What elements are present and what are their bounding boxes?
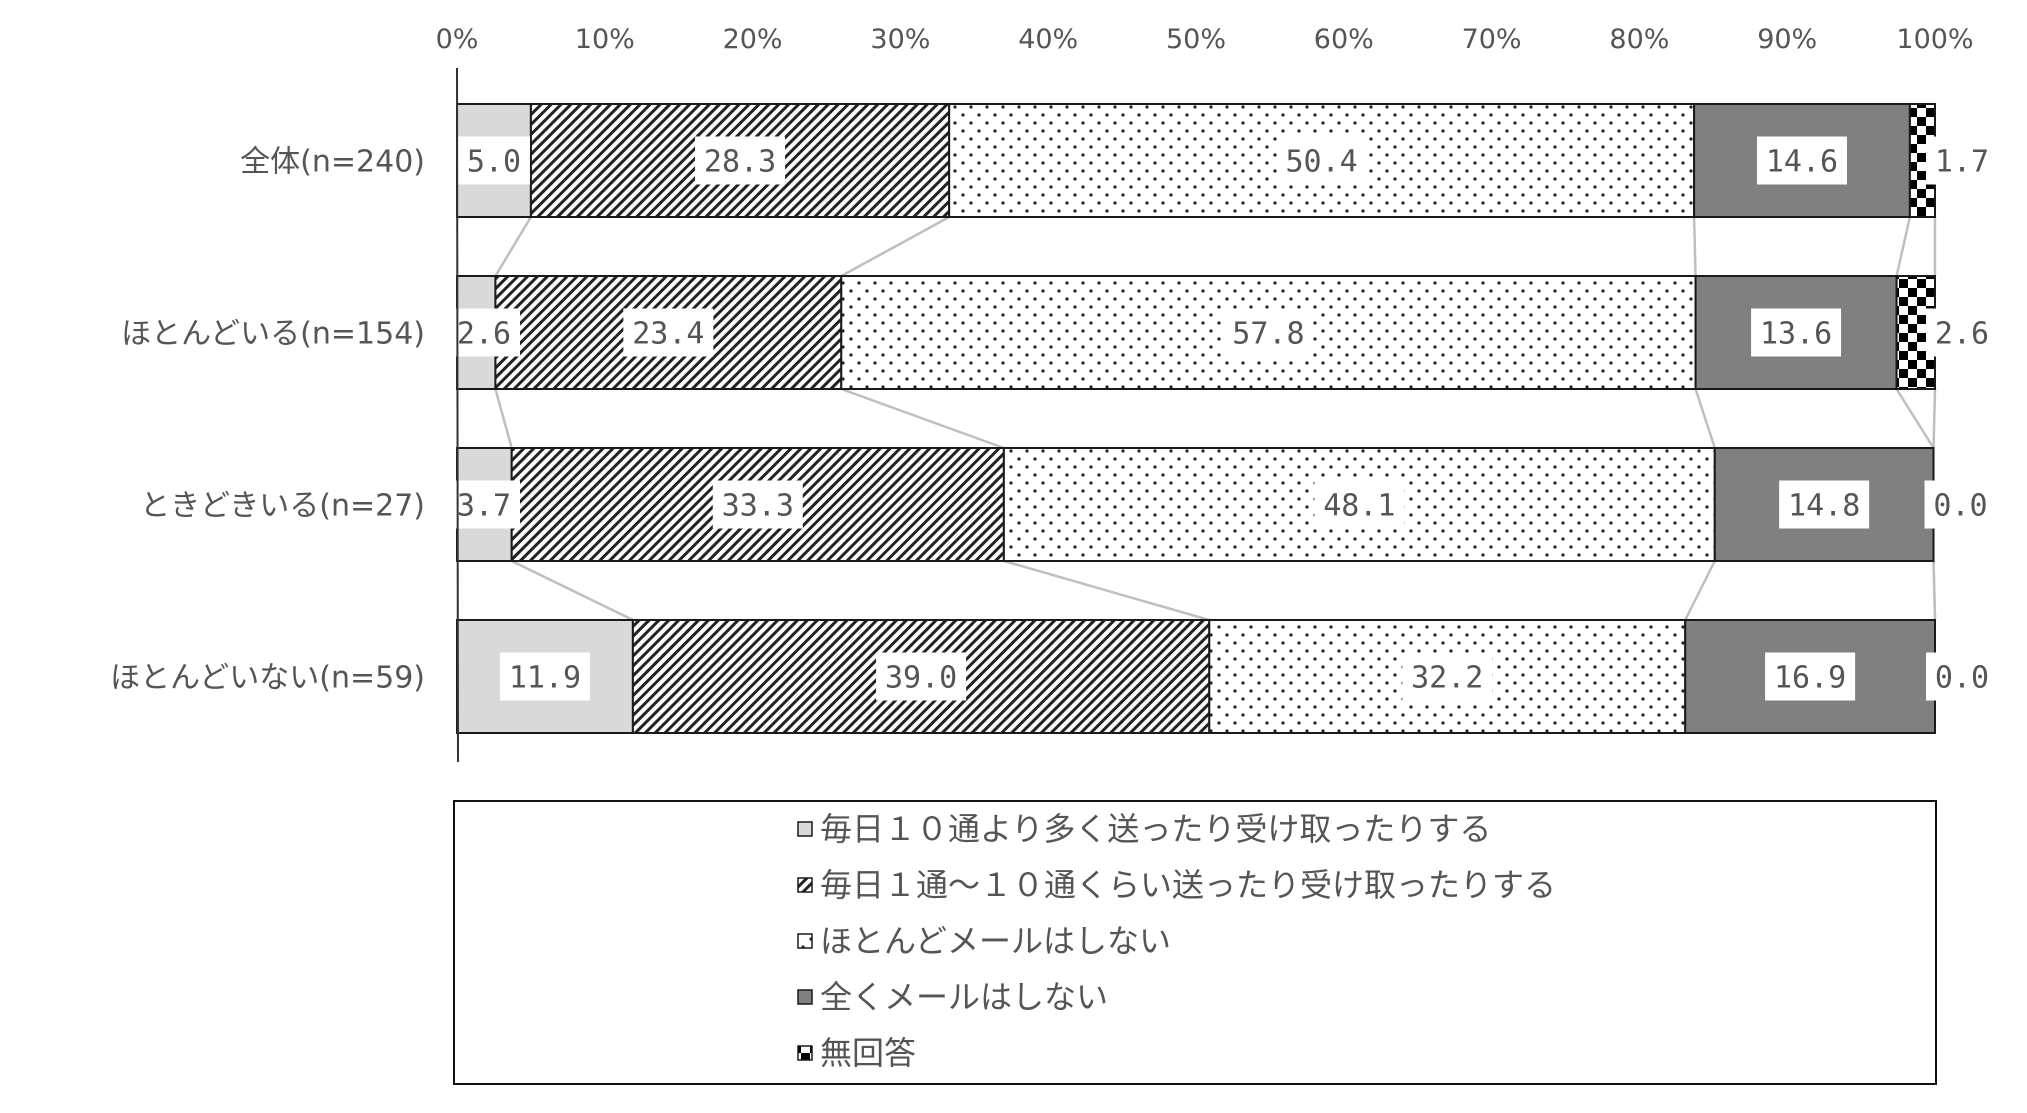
connector-line bbox=[494, 216, 532, 277]
data-label: 14.6 bbox=[1766, 145, 1838, 180]
data-label-box bbox=[1402, 652, 1493, 701]
legend-label: 毎日１０通より多く送ったり受け取ったりする bbox=[820, 810, 1491, 848]
x-tick-label: 40% bbox=[1018, 24, 1078, 55]
data-label: 2.6 bbox=[1935, 317, 1989, 352]
legend-swatch bbox=[797, 933, 813, 949]
data-label-box bbox=[448, 480, 520, 529]
data-label-box bbox=[1314, 480, 1405, 529]
legend-swatch bbox=[797, 821, 813, 837]
series-connector-lines bbox=[494, 215, 1937, 622]
data-label-box bbox=[448, 308, 520, 357]
connector-line bbox=[511, 559, 634, 622]
legend-label: 無回答 bbox=[820, 1034, 916, 1072]
x-tick-label: 70% bbox=[1462, 24, 1522, 55]
data-label: 16.9 bbox=[1774, 661, 1846, 696]
data-label: 2.6 bbox=[457, 317, 511, 352]
axis: 0% 10% 20% 30% 40% 50% 60% 70% 80% 90% 100% 全体(n=24… bbox=[110, 24, 1974, 763]
connector-line bbox=[1694, 388, 1716, 449]
data-label-box bbox=[1751, 308, 1842, 357]
data-label-box bbox=[1926, 308, 1998, 357]
data-label-box bbox=[695, 136, 786, 185]
connector-line bbox=[840, 387, 1005, 450]
data-label-box bbox=[1779, 480, 1870, 529]
data-label: 3.7 bbox=[457, 489, 511, 524]
data-label: 1.7 bbox=[1935, 145, 1989, 180]
connector-line bbox=[1684, 560, 1716, 621]
data-label: 57.8 bbox=[1232, 317, 1304, 352]
connector-line bbox=[1895, 216, 1912, 277]
legend-label: 毎日１通～１０通くらい送ったり受け取ったりする bbox=[820, 866, 1556, 904]
data-label-box bbox=[457, 136, 530, 185]
category-label: ほとんどいない(n=59) bbox=[110, 661, 425, 696]
data-label-box bbox=[1924, 480, 1997, 529]
category-label: ときどきいる(n=27) bbox=[140, 489, 425, 524]
x-tick-label: 0% bbox=[436, 24, 479, 55]
legend-label: 全くメールはしない bbox=[820, 978, 1108, 1016]
x-tick-label: 60% bbox=[1314, 24, 1374, 55]
legend-swatch bbox=[797, 1045, 813, 1061]
connector-line bbox=[1895, 388, 1935, 449]
connector-line bbox=[1692, 216, 1697, 277]
y-axis-line bbox=[456, 67, 459, 763]
data-label-box bbox=[1765, 652, 1856, 701]
data-label: 14.8 bbox=[1788, 489, 1860, 524]
legend-swatch bbox=[797, 877, 813, 893]
data-label: 50.4 bbox=[1286, 145, 1358, 180]
data-label-box bbox=[1926, 136, 1998, 185]
category-label: 全体(n=240) bbox=[240, 145, 425, 180]
x-tick-label: 30% bbox=[870, 24, 930, 55]
data-label: 39.0 bbox=[885, 661, 957, 696]
data-label: 5.0 bbox=[467, 145, 521, 180]
legend-box bbox=[453, 800, 1937, 1085]
data-label: 23.4 bbox=[632, 317, 704, 352]
x-tick-label: 50% bbox=[1166, 24, 1226, 55]
data-label: 0.0 bbox=[1935, 661, 1989, 696]
legend: 毎日１０通より多く送ったり受け取ったりする毎日１通～１０通くらい送ったり受け取っ… bbox=[453, 800, 1937, 1085]
connector-line bbox=[1932, 388, 1937, 449]
data-label: 28.3 bbox=[704, 145, 776, 180]
data-label-box bbox=[876, 652, 967, 701]
connector-line bbox=[1003, 559, 1210, 622]
data-label: 33.3 bbox=[722, 489, 794, 524]
legend-swatch bbox=[797, 989, 813, 1005]
data-label: 11.9 bbox=[509, 661, 581, 696]
legend-label: ほとんどメールはしない bbox=[820, 922, 1171, 960]
x-tick-label: 20% bbox=[723, 24, 783, 55]
bar-segments bbox=[456, 103, 1937, 734]
connector-line bbox=[494, 388, 513, 449]
data-label-box bbox=[623, 308, 714, 357]
connector-line bbox=[840, 215, 950, 278]
x-tick-label: 10% bbox=[575, 24, 635, 55]
data-labels: 5.0 2.6 3.7 11.9 28.3 23.4 33.3 39.0 50.4 57.8 48.… bbox=[448, 136, 1998, 701]
data-label: 48.1 bbox=[1323, 489, 1395, 524]
data-label-box bbox=[1756, 136, 1847, 185]
data-label: 32.2 bbox=[1411, 661, 1483, 696]
data-label-box bbox=[499, 652, 590, 701]
data-label-box bbox=[1926, 652, 1998, 701]
data-label-box bbox=[1276, 136, 1367, 185]
category-label: ほとんどいる(n=154) bbox=[121, 317, 425, 352]
data-label-box bbox=[1223, 308, 1314, 357]
data-label-box bbox=[712, 480, 803, 529]
connector-line bbox=[1932, 560, 1937, 621]
x-tick-label: 80% bbox=[1609, 24, 1669, 55]
data-label: 13.6 bbox=[1760, 317, 1832, 352]
x-tick-label: 90% bbox=[1757, 24, 1817, 55]
x-tick-label: 100% bbox=[1896, 24, 1973, 55]
data-label: 0.0 bbox=[1933, 489, 1987, 524]
